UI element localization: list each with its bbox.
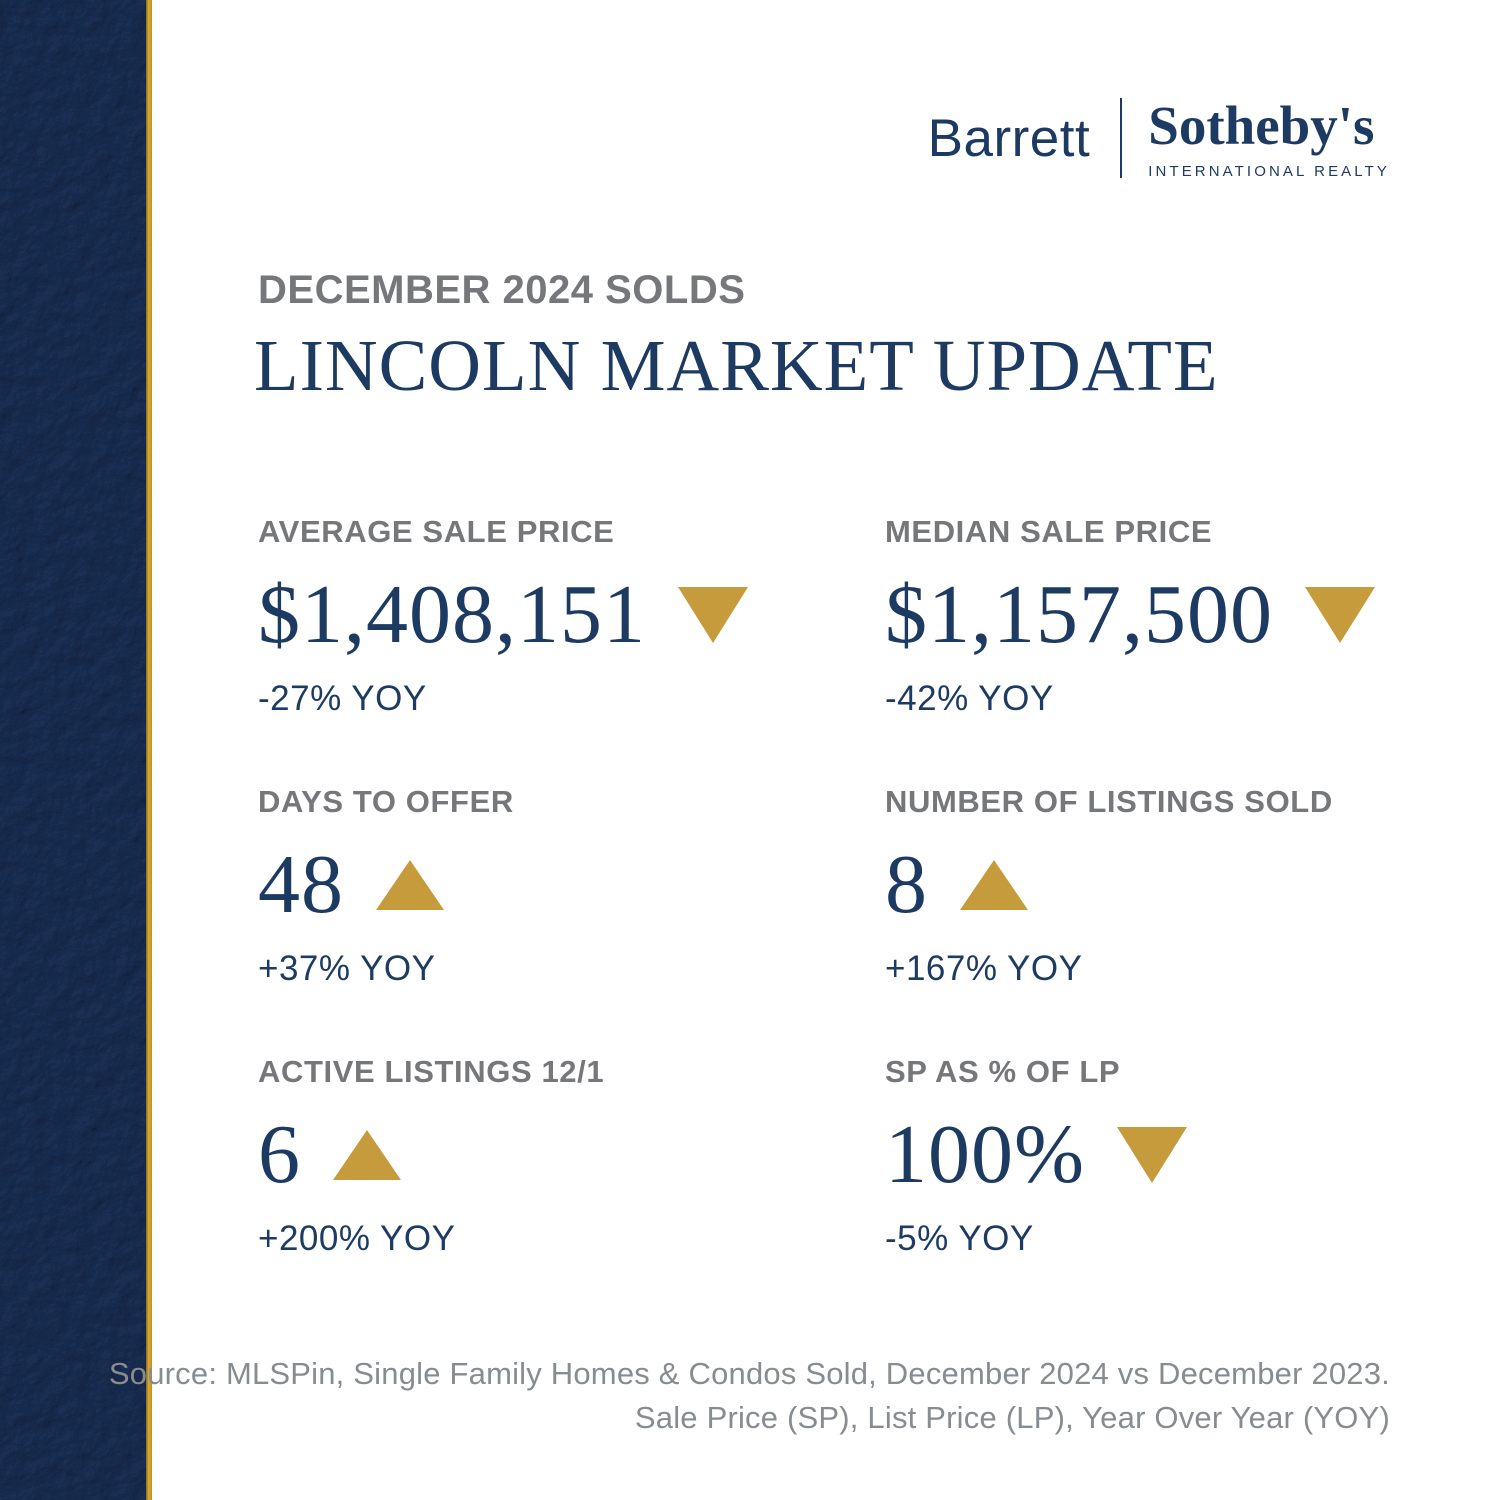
stat-value: 6 <box>258 1108 301 1201</box>
up-triangle-icon <box>376 860 444 910</box>
stat-value: $1,157,500 <box>885 568 1273 661</box>
stat-yoy-change: +167% YOY <box>885 949 1083 988</box>
stat-label: ACTIVE LISTINGS 12/1 <box>258 1054 605 1089</box>
stats-grid: AVERAGE SALE PRICE $1,408,151 -27% YOY M… <box>258 505 1418 1315</box>
stat-value-row: 6 <box>258 1103 885 1207</box>
stat-cell-active-listings: ACTIVE LISTINGS 12/1 6 +200% YOY <box>258 1045 885 1315</box>
stat-value-row: 48 <box>258 833 885 937</box>
up-triangle-icon <box>333 1130 401 1180</box>
brand-name-barrett: Barrett <box>927 109 1091 168</box>
logo-divider-line <box>1120 98 1123 178</box>
up-triangle-icon <box>960 860 1028 910</box>
stat-yoy-change: -42% YOY <box>885 679 1054 718</box>
stat-cell-sp-as-percent-of-lp: SP AS % OF LP 100% -5% YOY <box>885 1045 1418 1315</box>
brand-name-sothebys: Sotheby's <box>1148 95 1375 156</box>
stat-value: 48 <box>258 838 344 931</box>
down-triangle-icon <box>1116 1127 1187 1183</box>
stat-yoy-change: +37% YOY <box>258 949 436 988</box>
gold-accent-line <box>146 0 152 1500</box>
stat-label: SP AS % OF LP <box>885 1054 1121 1089</box>
footnote-line-1: Source: MLSPin, Single Family Homes & Co… <box>108 1355 1390 1391</box>
stat-label: DAYS TO OFFER <box>258 784 514 819</box>
stat-label: AVERAGE SALE PRICE <box>258 514 615 549</box>
stat-cell-number-of-listings-sold: NUMBER OF LISTINGS SOLD 8 +167% YOY <box>885 775 1418 1045</box>
stat-value: 100% <box>885 1108 1085 1201</box>
brand-subtitle: INTERNATIONAL REALTY <box>1148 163 1390 180</box>
stat-cell-median-sale-price: MEDIAN SALE PRICE $1,157,500 -42% YOY <box>885 505 1418 775</box>
stat-value-row: 100% <box>885 1103 1418 1207</box>
brand-logo: Barrett Sotheby's INTERNATIONAL REALTY <box>928 98 1390 180</box>
stat-value-row: 8 <box>885 833 1418 937</box>
stat-yoy-change: -5% YOY <box>885 1219 1034 1258</box>
stat-yoy-change: +200% YOY <box>258 1219 456 1258</box>
stat-label: MEDIAN SALE PRICE <box>885 514 1213 549</box>
stat-yoy-change: -27% YOY <box>258 679 427 718</box>
source-footnote: Source: MLSPin, Single Family Homes & Co… <box>109 1352 1390 1440</box>
stat-value: 8 <box>885 838 928 931</box>
stat-value: $1,408,151 <box>258 568 646 661</box>
footnote-line-2: Sale Price (SP), List Price (LP), Year O… <box>634 1399 1390 1435</box>
stat-value-row: $1,408,151 <box>258 563 885 667</box>
brand-name-sothebys-block: Sotheby's INTERNATIONAL REALTY <box>1148 98 1390 180</box>
report-period-kicker: DECEMBER 2024 SOLDS <box>258 268 746 312</box>
stat-label: NUMBER OF LISTINGS SOLD <box>885 784 1333 819</box>
down-triangle-icon <box>678 587 748 643</box>
down-triangle-icon <box>1305 587 1375 643</box>
stat-cell-average-sale-price: AVERAGE SALE PRICE $1,408,151 -27% YOY <box>258 505 885 775</box>
leather-texture-sidebar <box>0 0 146 1500</box>
page-title: LINCOLN MARKET UPDATE <box>254 325 1219 406</box>
stat-value-row: $1,157,500 <box>885 563 1418 667</box>
leather-texture-graphic <box>0 0 146 1500</box>
stat-cell-days-to-offer: DAYS TO OFFER 48 +37% YOY <box>258 775 885 1045</box>
